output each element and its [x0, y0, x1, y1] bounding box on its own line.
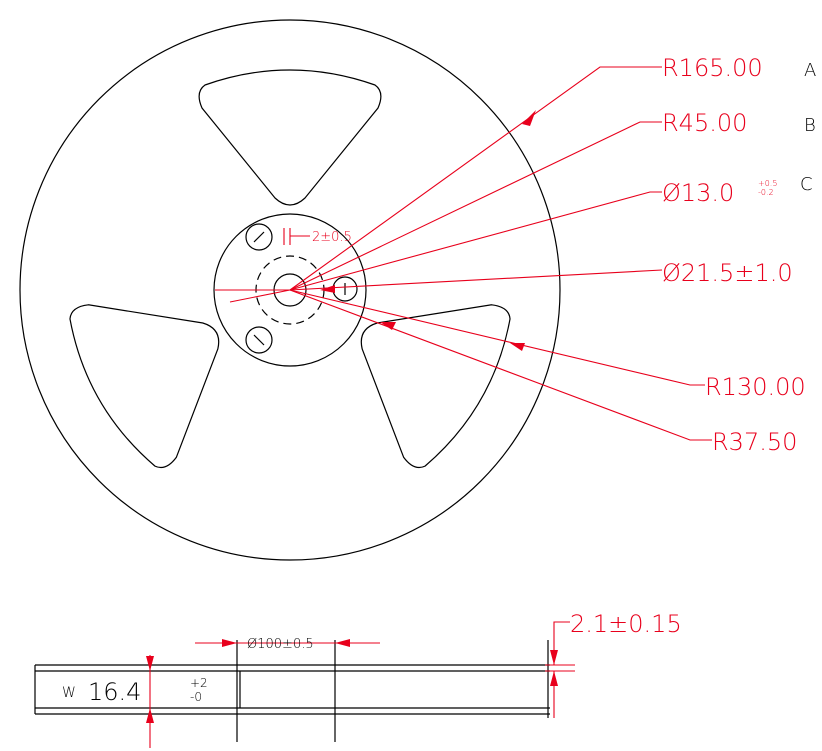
width-label: W — [62, 685, 76, 701]
tolerance: +2 — [190, 676, 208, 690]
side-view: Ø100±0.5 2.1±0.15 W 16.4 +2 -0 — [35, 610, 682, 748]
slot-mark — [254, 232, 264, 242]
arrow — [146, 708, 154, 723]
callout-text: R165.00 — [662, 54, 763, 82]
arrow — [320, 285, 335, 293]
arrow — [522, 110, 536, 126]
page: R165.00 A R45.00 B Ø13.0 +0.5 -0.2 C Ø21… — [0, 0, 822, 751]
tolerance: -0.2 — [758, 188, 774, 197]
leader — [290, 290, 712, 440]
hub-dim: Ø100±0.5 — [247, 637, 314, 652]
thickness-dim: 2.1±0.15 — [570, 610, 682, 638]
dim-line — [554, 622, 570, 665]
callout-letter: C — [800, 174, 813, 195]
arrow — [510, 343, 525, 351]
arrow — [550, 671, 558, 686]
arrow — [550, 650, 558, 665]
leaders — [215, 67, 712, 440]
arrow — [146, 656, 154, 671]
reel-window — [54, 254, 262, 479]
callout-text: R37.50 — [712, 428, 797, 456]
arrow — [222, 639, 237, 647]
callout-text: R45.00 — [662, 109, 747, 137]
callout-letter: A — [804, 60, 816, 81]
reel-drawing: R165.00 A R45.00 B Ø13.0 +0.5 -0.2 C Ø21… — [0, 0, 822, 751]
callout-text: Ø21.5±1.0 — [662, 259, 793, 287]
window-shape — [199, 70, 381, 205]
callout-text: R130.00 — [705, 373, 806, 401]
width-value: 16.4 — [88, 678, 141, 706]
slot-label: 2±0.5 — [312, 230, 352, 245]
slot-mark — [254, 335, 264, 345]
leader — [290, 67, 662, 290]
callout-letter: B — [804, 115, 816, 136]
callout-text: Ø13.0 — [662, 179, 734, 207]
tolerance: -0 — [190, 690, 202, 704]
leader — [290, 270, 662, 290]
leader — [230, 290, 290, 302]
arrow — [335, 639, 350, 647]
reel-window — [199, 70, 381, 205]
tolerance: +0.5 — [758, 179, 777, 188]
leader — [290, 290, 705, 385]
